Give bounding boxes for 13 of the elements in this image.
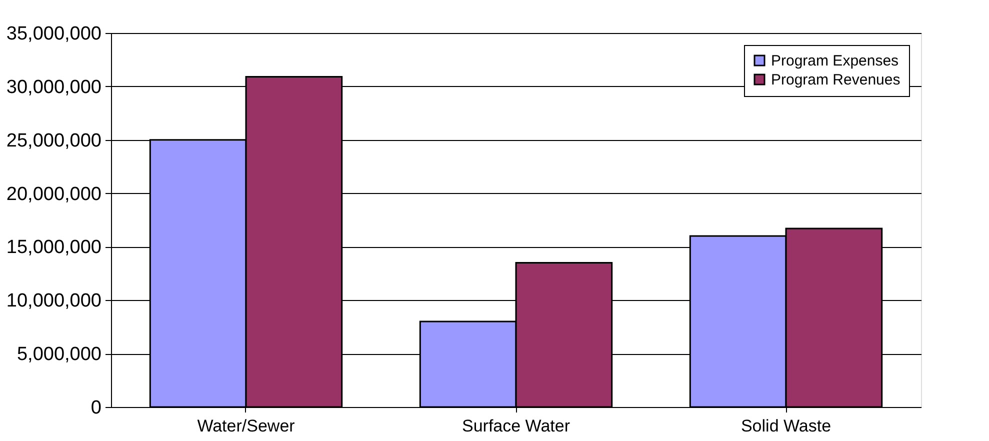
legend-label: Program Revenues (771, 72, 900, 88)
y-tick-label: 25,000,000 (6, 130, 102, 152)
y-tick-label: 20,000,000 (6, 184, 102, 205)
x-tick-label: Water/Sewer (197, 416, 296, 436)
y-tick-label: 30,000,000 (6, 76, 102, 98)
y-tick-label: 0 (90, 398, 102, 418)
x-tick-label: Solid Waste (740, 416, 832, 436)
legend-label: Program Expenses (771, 52, 899, 70)
x-tick-label: Surface Water (462, 416, 570, 436)
y-tick-label: 35,000,000 (6, 24, 102, 44)
y-tick-label: 10,000,000 (6, 290, 102, 312)
y-tick-label: 15,000,000 (6, 237, 102, 258)
y-tick-label: 5,000,000 (16, 344, 102, 366)
